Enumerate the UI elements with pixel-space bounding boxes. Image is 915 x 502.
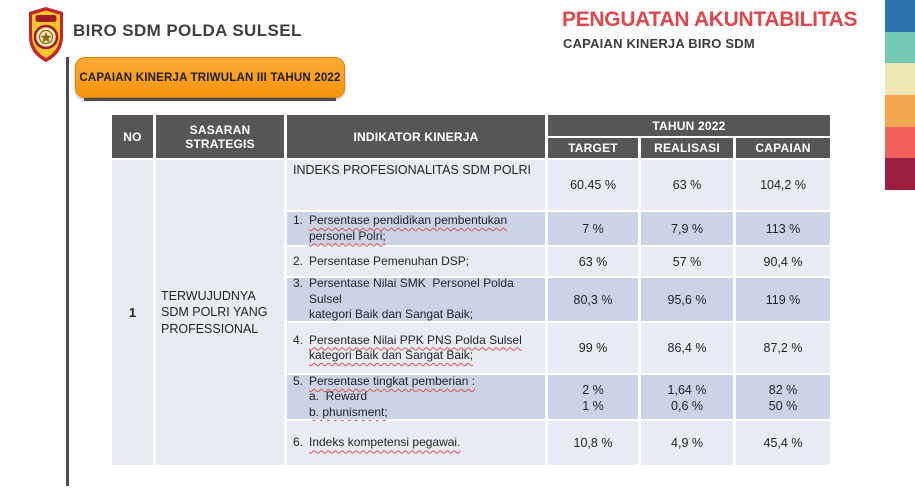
realisasi-cell: 86,4 %: [641, 323, 733, 373]
indicator-text: b. phunisment;: [309, 404, 388, 419]
polda-sulsel-logo-icon: [29, 7, 63, 62]
indicator-text: Persentase pendidikan pembentukan: [309, 213, 508, 227]
indicator-text: kategori Baik dan Sangat Baik;: [309, 348, 474, 362]
indicator-number: 4.: [293, 332, 304, 347]
indicator-number: 2.: [293, 253, 304, 268]
indicator-cell: 5. Persentase tingkat pemberian : a. Rewa…: [287, 373, 545, 419]
indicator-text: a. Reward: [309, 389, 368, 404]
realisasi-cell: 95,6 %: [641, 278, 733, 321]
target-line: 1 %: [582, 398, 604, 413]
indicator-number: 1.: [293, 213, 304, 227]
strip-color-block: [885, 126, 915, 159]
realisasi-cell: 4,9 %: [641, 421, 733, 465]
target-line: 2 %: [582, 383, 604, 397]
horizontal-rule: [84, 98, 336, 101]
realisasi-line: 0,6 %: [671, 398, 703, 413]
realisasi-line: 1,64 %: [667, 383, 707, 397]
target-cell: 60.45 %: [548, 160, 638, 210]
page-subtitle: CAPAIAN KINERJA BIRO SDM: [563, 36, 755, 51]
indicator-number: 6.: [293, 435, 304, 450]
col-header-no: NO: [112, 115, 153, 158]
realisasi-cell: 1,64 % 0,6 %: [641, 375, 733, 419]
col-header-target: TARGET: [548, 138, 638, 158]
indicator-number: 5.: [293, 373, 304, 388]
col-header-sasaran: SASARAN STRATEGIS: [156, 115, 284, 158]
target-cell: 7 %: [548, 212, 638, 245]
strip-color-block: [885, 63, 915, 96]
indicator-text: Persentase tingkat pemberian :: [309, 373, 476, 388]
indicator-cell: 2. Persentase Pemenuhan DSP;: [287, 247, 545, 276]
indicator-text: INDEKS PROFESIONALITAS SDM POLRI: [293, 163, 532, 177]
period-badge: CAPAIAN KINERJA TRIWULAN III TAHUN 2022: [75, 57, 345, 98]
indicator-text: Persentase Nilai SMK Personel Polda Suls…: [309, 276, 518, 306]
indicator-text: kategori Baik dan Sangat Baik;: [309, 307, 474, 322]
col-header-realisasi: REALISASI: [641, 138, 733, 158]
page-title: PENGUATAN AKUNTABILITAS: [562, 8, 858, 31]
capaian-cell: 90,4 %: [736, 247, 830, 276]
indicator-text: Persentase Nilai PPK PNS Polda Sulsel: [309, 332, 522, 347]
capaian-cell: 113 %: [736, 212, 830, 245]
col-header-tahun: TAHUN 2022: [548, 115, 830, 136]
capaian-line: 82 %: [768, 383, 798, 397]
realisasi-cell: 7,9 %: [641, 212, 733, 245]
strip-color-block: [885, 158, 915, 191]
strip-color-block: [885, 95, 915, 127]
vertical-rule: [66, 57, 69, 486]
indicator-text: Indeks kompetensi pegawai.: [309, 435, 461, 450]
col-header-capaian: CAPAIAN: [736, 138, 830, 158]
capaian-cell: 119 %: [736, 278, 830, 321]
indicator-cell: 6. Indeks kompetensi pegawai.: [287, 421, 545, 465]
target-cell: 99 %: [548, 323, 638, 373]
target-cell: 10,8 %: [548, 421, 638, 465]
org-name: BIRO SDM POLDA SULSEL: [73, 21, 302, 40]
capaian-cell: 45,4 %: [736, 421, 830, 465]
indicator-cell: INDEKS PROFESIONALITAS SDM POLRI: [287, 160, 545, 210]
group-number-cell: 1: [112, 160, 153, 465]
col-header-indikator: INDIKATOR KINERJA: [287, 115, 545, 158]
realisasi-cell: 63 %: [641, 160, 733, 210]
indicator-number: 3.: [293, 276, 304, 291]
kinerja-table: NO SASARAN STRATEGIS INDIKATOR KINERJA T…: [112, 115, 830, 465]
indicator-cell: 4. Persentase Nilai PPK PNS Polda Sulsel …: [287, 323, 545, 373]
target-cell: 63 %: [548, 247, 638, 276]
indicator-cell: 1. Persentase pendidikan pembentukan pers…: [287, 212, 545, 245]
target-cell: 80,3 %: [548, 278, 638, 321]
strip-color-block: [885, 31, 915, 64]
capaian-line: 50 %: [768, 398, 798, 413]
indicator-text: Persentase Pemenuhan DSP;: [309, 253, 470, 268]
indicator-text: personel Polri;: [309, 228, 386, 243]
group-sasaran-cell: TERWUJUDNYA SDM POLRI YANG PROFESSIONAL: [156, 160, 284, 465]
realisasi-cell: 57 %: [641, 247, 733, 276]
capaian-cell: 87,2 %: [736, 323, 830, 373]
side-color-strip: [885, 0, 915, 191]
capaian-cell: 104,2 %: [736, 160, 830, 210]
indicator-cell: 3. Persentase Nilai SMK Personel Polda Su…: [287, 276, 545, 322]
target-cell: 2 % 1 %: [548, 375, 638, 419]
capaian-cell: 82 % 50 %: [736, 375, 830, 419]
strip-color-block: [885, 0, 915, 32]
